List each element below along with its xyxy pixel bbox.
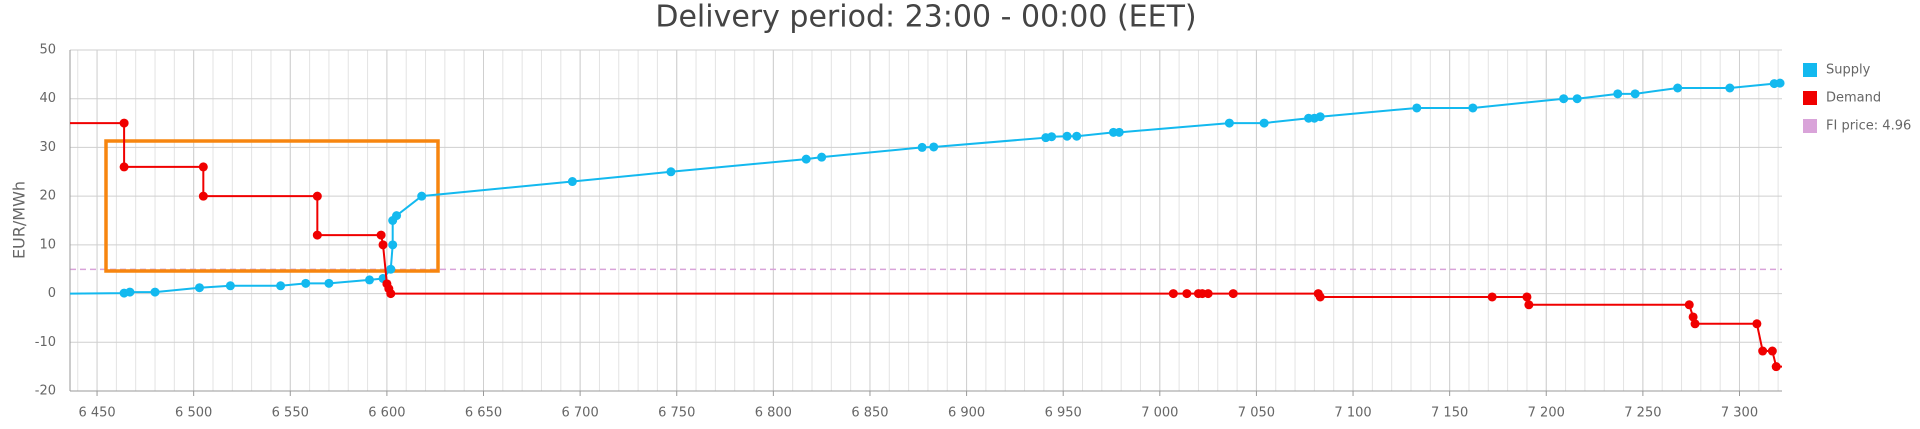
x-tick-label: 6 750 <box>658 406 695 421</box>
point <box>666 167 676 177</box>
x-tick-label: 6 650 <box>465 406 502 421</box>
legend-label: Demand <box>1826 91 1881 106</box>
x-tick-label: 6 550 <box>272 406 309 421</box>
legend-swatch <box>1803 119 1817 133</box>
point <box>386 289 396 299</box>
point <box>1767 346 1777 356</box>
y-tick-label: 10 <box>39 237 56 252</box>
point <box>1468 103 1478 113</box>
point <box>1203 289 1213 299</box>
point <box>198 162 208 172</box>
legend-swatch <box>1803 91 1817 105</box>
point <box>1725 83 1735 93</box>
point <box>1771 362 1781 372</box>
point <box>1775 78 1785 88</box>
point <box>392 211 402 221</box>
x-tick-label: 7 000 <box>1141 406 1178 421</box>
point <box>1613 89 1623 99</box>
legend-swatch <box>1803 63 1817 77</box>
point <box>417 191 427 201</box>
point <box>929 142 939 152</box>
point <box>1572 94 1582 104</box>
point <box>1688 312 1698 322</box>
point <box>125 287 135 297</box>
point <box>1524 300 1534 310</box>
point <box>1224 118 1234 128</box>
point <box>1690 319 1700 329</box>
y-tick-label: -10 <box>35 335 56 350</box>
point <box>1412 103 1422 113</box>
point <box>1752 319 1762 329</box>
x-tick-label: 7 250 <box>1624 406 1661 421</box>
point <box>119 162 129 172</box>
y-tick-label: 50 <box>39 43 56 58</box>
x-tick-label: 7 150 <box>1431 406 1468 421</box>
point <box>1684 300 1694 310</box>
y-tick-label: 0 <box>48 286 56 301</box>
point <box>1522 292 1532 302</box>
point <box>119 118 129 128</box>
point <box>388 240 398 250</box>
x-tick-label: 7 300 <box>1721 406 1758 421</box>
y-tick-label: 20 <box>39 189 56 204</box>
point <box>376 230 386 240</box>
point <box>324 278 334 288</box>
y-tick-label: 40 <box>39 91 56 106</box>
point <box>276 281 286 291</box>
point <box>1114 127 1124 137</box>
point <box>378 240 388 250</box>
point <box>198 191 208 201</box>
point <box>1228 289 1238 299</box>
point <box>1758 346 1768 356</box>
point <box>567 177 577 187</box>
point <box>1559 94 1569 104</box>
point <box>801 154 811 164</box>
y-axis-label: EUR/MWh <box>10 181 29 259</box>
x-tick-label: 6 450 <box>78 406 115 421</box>
point <box>312 191 322 201</box>
y-tick-label: 30 <box>39 140 56 155</box>
point <box>194 283 204 293</box>
point <box>1259 118 1269 128</box>
point <box>365 275 375 285</box>
x-tick-label: 7 050 <box>1238 406 1275 421</box>
highlight-box <box>104 139 440 273</box>
point <box>312 230 322 240</box>
x-tick-label: 6 950 <box>1045 406 1082 421</box>
point <box>1630 89 1640 99</box>
legend-label: Supply <box>1826 63 1871 78</box>
point <box>1315 292 1325 302</box>
chart-title: Delivery period: 23:00 - 00:00 (EET) <box>655 0 1196 35</box>
x-tick-label: 6 700 <box>562 406 599 421</box>
x-tick-label: 6 800 <box>755 406 792 421</box>
series-line <box>69 82 1781 295</box>
x-tick-label: 6 900 <box>948 406 985 421</box>
point <box>1487 292 1497 302</box>
point <box>1182 289 1192 299</box>
point <box>225 281 235 291</box>
point <box>301 278 311 288</box>
point <box>386 264 396 274</box>
point <box>917 142 927 152</box>
x-tick-label: 6 500 <box>175 406 212 421</box>
point <box>1047 132 1057 142</box>
x-tick-label: 7 100 <box>1334 406 1371 421</box>
legend-label: FI price: 4.96 <box>1826 119 1911 134</box>
y-tick-label: -20 <box>35 384 56 399</box>
point <box>1673 83 1683 93</box>
x-tick-label: 6 850 <box>851 406 888 421</box>
point <box>1062 131 1072 141</box>
x-tick-label: 7 200 <box>1528 406 1565 421</box>
point <box>1315 112 1325 122</box>
point <box>150 287 160 297</box>
x-tick-label: 6 600 <box>368 406 405 421</box>
point <box>1072 131 1082 141</box>
point <box>1168 289 1178 299</box>
point <box>817 152 827 162</box>
